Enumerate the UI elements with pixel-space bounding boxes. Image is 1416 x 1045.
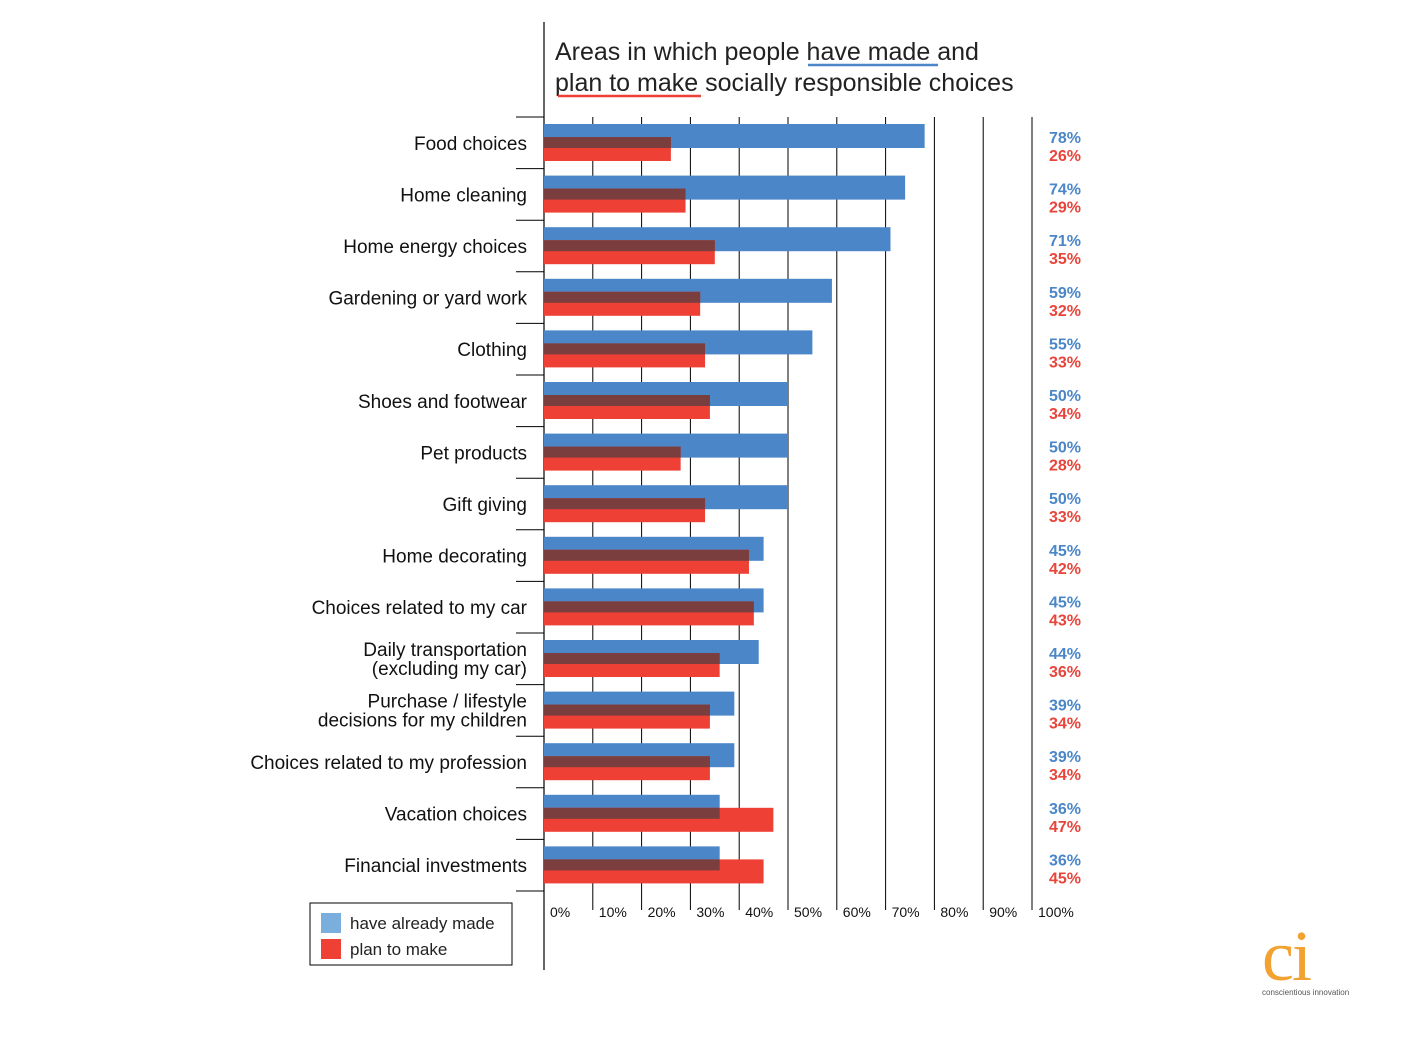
x-tick-label: 50% <box>794 904 822 920</box>
category-label: Gardening or yard work <box>328 289 527 310</box>
x-tick-label: 70% <box>892 904 920 920</box>
value-label-plan-to-make: 47% <box>1049 819 1081 836</box>
value-label-have-made: 50% <box>1049 388 1081 405</box>
value-label-plan-to-make: 33% <box>1049 509 1081 526</box>
bar-overlap <box>544 343 706 355</box>
value-label-have-made: 39% <box>1049 749 1081 766</box>
value-label-have-made: 45% <box>1049 594 1081 611</box>
value-label-have-made: 45% <box>1049 543 1081 560</box>
legend-label: plan to make <box>350 940 447 959</box>
value-label-plan-to-make: 35% <box>1049 251 1081 268</box>
bar-overlap <box>544 137 671 148</box>
legend-box <box>309 902 513 966</box>
x-tick-label: 80% <box>940 904 968 920</box>
value-label-plan-to-make: 43% <box>1049 612 1081 629</box>
chart-title-line-1: Areas in which people have made and <box>555 38 979 66</box>
bar-overlap <box>544 498 706 510</box>
x-tick-label: 40% <box>745 904 773 920</box>
value-label-have-made: 59% <box>1049 285 1081 302</box>
x-tick-label: 90% <box>989 904 1017 920</box>
bar-overlap <box>544 549 749 561</box>
value-label-have-made: 55% <box>1049 336 1081 353</box>
category-label: Home energy choices <box>343 237 527 258</box>
x-tick-label: 60% <box>843 904 871 920</box>
x-tick-label: 100% <box>1038 904 1074 920</box>
bar-overlap <box>544 859 720 871</box>
bar-overlap <box>544 240 715 252</box>
value-label-plan-to-make: 29% <box>1049 200 1081 217</box>
category-label: Choices related to my car <box>312 598 528 619</box>
category-label: (excluding my car) <box>372 659 527 680</box>
value-label-have-made: 36% <box>1049 852 1081 869</box>
value-label-have-made: 74% <box>1049 182 1081 199</box>
value-label-plan-to-make: 33% <box>1049 354 1081 371</box>
value-label-plan-to-make: 26% <box>1049 148 1081 165</box>
x-tick-label: 0% <box>550 904 570 920</box>
category-label: Home decorating <box>382 547 527 568</box>
bar-overlap <box>544 653 720 664</box>
value-label-have-made: 44% <box>1049 646 1081 663</box>
bar-overlap <box>544 188 686 200</box>
chart-title-line-2: plan to make socially responsible choice… <box>555 69 1014 97</box>
bar-overlap <box>544 807 720 819</box>
value-label-have-made: 36% <box>1049 801 1081 818</box>
x-tick-label: 20% <box>648 904 676 920</box>
category-label: Gift giving <box>443 495 527 516</box>
value-label-have-made: 39% <box>1049 698 1081 715</box>
bar-overlap <box>544 395 710 406</box>
value-label-plan-to-make: 34% <box>1049 767 1081 784</box>
value-label-plan-to-make: 34% <box>1049 406 1081 423</box>
category-label: Choices related to my profession <box>250 753 527 774</box>
category-label: Shoes and footwear <box>358 392 528 413</box>
bar-overlap <box>544 756 710 768</box>
legend-swatch <box>321 939 341 959</box>
bar-overlap <box>544 601 754 613</box>
category-label: Purchase / lifestyle <box>368 691 527 712</box>
logo-mark: ci <box>1262 916 1312 996</box>
legend-swatch <box>321 913 341 933</box>
category-label: Daily transportation <box>363 640 527 661</box>
category-label: Clothing <box>457 340 527 361</box>
value-label-plan-to-make: 28% <box>1049 458 1081 475</box>
value-label-have-made: 71% <box>1049 233 1081 250</box>
value-label-plan-to-make: 34% <box>1049 716 1081 733</box>
category-label: Pet products <box>420 443 527 464</box>
value-label-have-made: 50% <box>1049 491 1081 508</box>
value-label-have-made: 78% <box>1049 130 1081 147</box>
bar-overlap <box>544 291 701 303</box>
category-label: Financial investments <box>344 856 527 877</box>
category-label: Vacation choices <box>385 805 527 826</box>
category-label: decisions for my children <box>318 710 527 731</box>
logo-tagline: conscientious innovation <box>1262 988 1350 997</box>
value-label-plan-to-make: 32% <box>1049 303 1081 320</box>
value-label-plan-to-make: 36% <box>1049 664 1081 681</box>
value-label-plan-to-make: 42% <box>1049 561 1081 578</box>
x-tick-label: 10% <box>599 904 627 920</box>
legend-label: have already made <box>350 914 495 933</box>
category-label: Home cleaning <box>400 185 527 206</box>
bar-overlap <box>544 704 710 716</box>
value-label-have-made: 50% <box>1049 440 1081 457</box>
category-label: Food choices <box>414 134 527 155</box>
x-tick-label: 30% <box>696 904 724 920</box>
ci-logo: ci conscientious innovation <box>1262 920 1372 997</box>
bar-overlap <box>544 446 681 458</box>
value-label-plan-to-make: 45% <box>1049 870 1081 887</box>
